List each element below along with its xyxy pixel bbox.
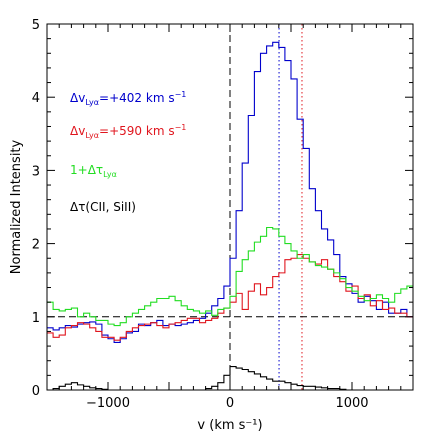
y-tick-label: 2 — [32, 238, 40, 253]
x-axis-label: v (km s⁻¹) — [197, 418, 262, 433]
y-axis-label: Normalized Intensity — [9, 139, 24, 274]
legend-entry-4: Δτ(CII, SiII) — [70, 200, 136, 214]
y-tick-label: 3 — [32, 164, 40, 179]
legend: ΔvLyα=+402 km s−1 ΔvLyα=+590 km s−1 1+ΔτLy… — [70, 90, 186, 214]
series-group — [47, 41, 413, 390]
x-tick-label: 1000 — [335, 396, 368, 411]
legend-entry-1: ΔvLyα=+402 km s−1 — [70, 90, 186, 107]
y-tick-label: 4 — [32, 91, 40, 106]
x-tick-label: −1000 — [86, 396, 130, 411]
y-tick-label: 0 — [32, 384, 40, 399]
legend-entry-2: ΔvLyα=+590 km s−1 — [70, 123, 186, 140]
x-tick-label: 0 — [226, 396, 234, 411]
reference-lines — [47, 24, 413, 390]
axis-ticks: −1000 0 1000 0 1 2 3 4 5 — [32, 18, 414, 411]
legend-entry-3: 1+ΔτLyα — [70, 163, 117, 179]
y-tick-label: 1 — [32, 311, 40, 326]
y-tick-label: 5 — [32, 18, 40, 33]
series-3-line — [47, 226, 413, 327]
